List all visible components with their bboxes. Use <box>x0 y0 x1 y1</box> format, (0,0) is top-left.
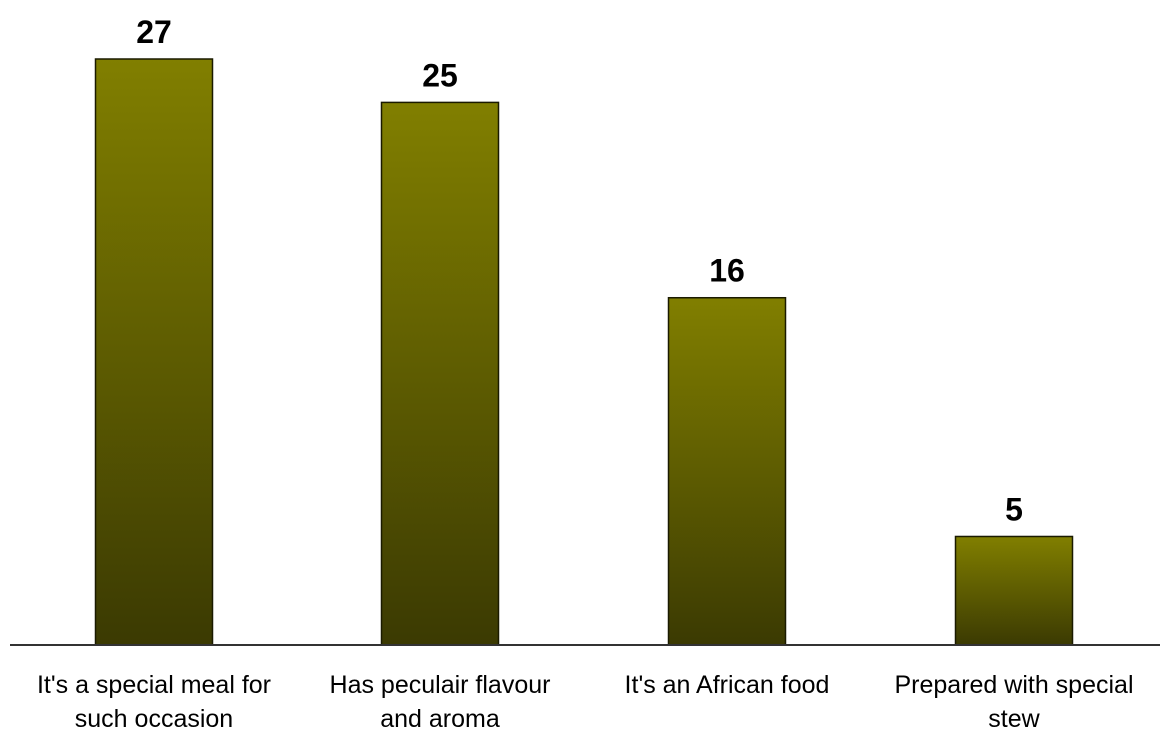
category-label-4-line-2: stew <box>988 705 1040 732</box>
value-label-2: 25 <box>422 57 458 93</box>
category-label-2: Has peculair flavour and aroma <box>330 671 551 732</box>
category-label-3-line-1: It's an African food <box>625 671 830 699</box>
value-label-1: 27 <box>136 14 172 50</box>
bars-layer <box>94 58 1074 646</box>
bar-2 <box>380 101 500 646</box>
category-labels-layer: It's a special meal for such occasion Has … <box>37 671 1134 732</box>
category-label-2-line-1: Has peculair flavour <box>330 671 551 699</box>
value-label-4: 5 <box>1005 491 1023 527</box>
category-label-1: It's a special meal for such occasion <box>37 671 271 732</box>
value-label-3: 16 <box>709 253 745 289</box>
category-label-1-line-1: It's a special meal for <box>37 671 271 699</box>
category-label-2-line-2: and aroma <box>380 705 500 732</box>
category-label-1-line-2: such occasion <box>75 705 233 732</box>
bar-1 <box>94 58 214 646</box>
bar-3 <box>667 296 787 646</box>
category-label-4-line-1: Prepared with special <box>894 671 1133 699</box>
bar-4 <box>954 535 1074 646</box>
value-labels-layer: 27 25 16 5 <box>136 14 1023 527</box>
category-label-3: It's an African food <box>625 671 830 699</box>
category-label-4: Prepared with special stew <box>894 671 1133 732</box>
